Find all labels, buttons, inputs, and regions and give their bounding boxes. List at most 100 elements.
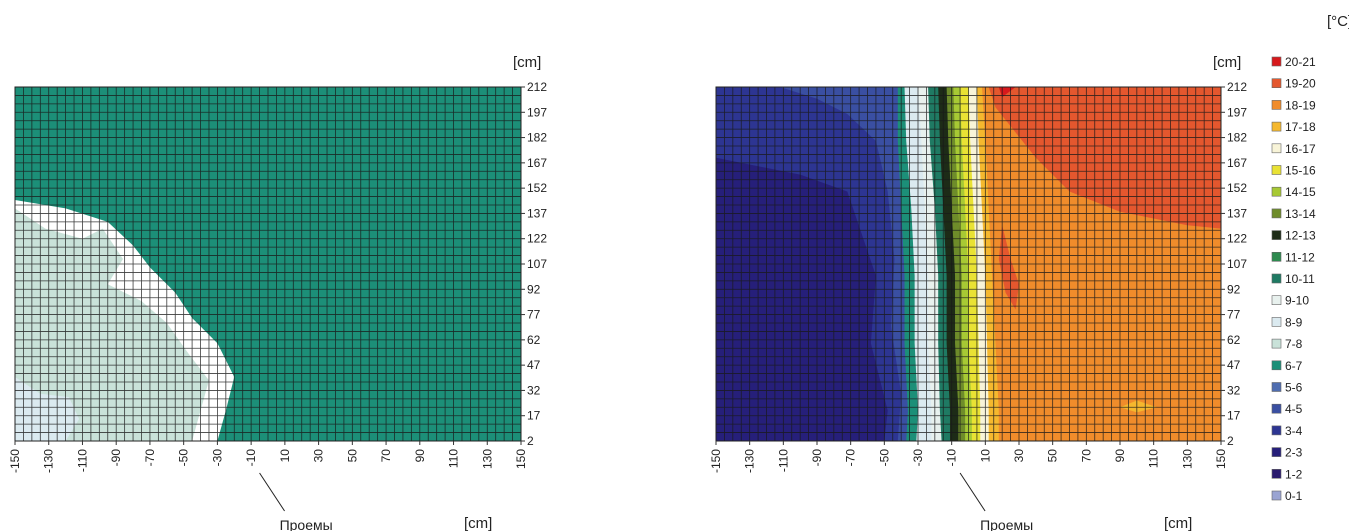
- y-tick-label: 47: [527, 358, 541, 372]
- y-tick-label: 197: [527, 105, 547, 119]
- legend-label: 0-1: [1285, 489, 1303, 503]
- x-tick-label: -130: [743, 449, 757, 473]
- y-tick-label: 137: [527, 206, 547, 220]
- legend-item: 20-21: [1271, 55, 1316, 69]
- y-tick-label: 212: [1227, 80, 1247, 94]
- legend-swatch: [1271, 230, 1282, 240]
- legend-label: 4-5: [1285, 402, 1303, 416]
- y-tick-label: 77: [527, 308, 541, 322]
- annotation-pointer: [959, 472, 986, 512]
- legend-swatch: [1271, 403, 1282, 414]
- contour-band: [1120, 400, 1158, 413]
- y-tick-label: 17: [527, 409, 541, 423]
- y-tick-label: 32: [1227, 383, 1241, 397]
- contour-band: [998, 87, 1016, 98]
- y-tick-label: 2: [1227, 434, 1234, 448]
- x-tick-label: -50: [177, 449, 191, 467]
- legend-swatch: [1271, 295, 1282, 306]
- x-tick-label: -90: [810, 449, 824, 467]
- legend-swatch: [1271, 186, 1282, 197]
- x-tick-label: 130: [1180, 449, 1194, 469]
- legend-item: 11-12: [1271, 250, 1315, 264]
- y-tick-label: 167: [1227, 156, 1247, 170]
- legend-swatch: [1271, 143, 1282, 154]
- legend-swatch: [1271, 490, 1282, 501]
- x-tick-label: -130: [42, 449, 56, 473]
- y-tick-label: 152: [1227, 181, 1247, 195]
- legend-swatch: [1271, 100, 1282, 110]
- x-tick-label: -10: [244, 449, 258, 467]
- legend-label: 16-17: [1285, 142, 1316, 156]
- legend-swatch: [1271, 78, 1282, 88]
- legend-item: 2-3: [1271, 446, 1303, 460]
- legend-item: 17-18: [1271, 120, 1316, 134]
- legend-swatch: [1271, 252, 1282, 262]
- y-tick-label: 62: [527, 333, 541, 347]
- annotation-label: Проемы: [980, 517, 1033, 531]
- legend-item: 13-14: [1271, 207, 1316, 221]
- y-tick-label: 152: [527, 181, 547, 195]
- legend-label: 17-18: [1285, 120, 1316, 134]
- legend-swatch: [1271, 56, 1282, 67]
- y-tick-label: 182: [527, 131, 547, 145]
- x-tick-label: 50: [345, 449, 359, 463]
- contour-band: [998, 225, 1019, 310]
- legend-swatch: [1271, 338, 1282, 349]
- measurement-grid: [716, 87, 1221, 441]
- x-tick-label: 90: [1113, 449, 1127, 463]
- x-unit-label: [cm]: [1164, 515, 1192, 531]
- legend-item: 1-2: [1271, 467, 1303, 481]
- y-tick-label: 77: [1227, 308, 1241, 322]
- legend-label: 10-11: [1285, 272, 1315, 286]
- heatmap-panel-left: 212 197 182 167 152 137 122 107 92 77 62 47 32 17 2 -15…: [8, 54, 547, 531]
- x-tick-label: 10: [278, 449, 292, 463]
- legend-item: 16-17: [1271, 142, 1316, 156]
- contour-band: [15, 376, 80, 441]
- legend-swatch: [1271, 165, 1282, 175]
- x-tick-label: 90: [413, 449, 427, 463]
- legend-label: 11-12: [1285, 250, 1315, 264]
- legend-item: 4-5: [1271, 402, 1303, 416]
- x-tick-label: 50: [1046, 449, 1060, 463]
- legend-label: 12-13: [1285, 229, 1316, 243]
- x-tick-label: 150: [1214, 449, 1228, 469]
- x-tick-label: 150: [514, 449, 528, 469]
- y-tick-label: 2: [527, 434, 534, 448]
- x-tick-label: -110: [776, 449, 790, 472]
- legend-label: 1-2: [1285, 467, 1303, 481]
- x-tick-label: -10: [945, 449, 959, 467]
- legend-label: 19-20: [1285, 77, 1316, 91]
- legend-item: 5-6: [1271, 381, 1303, 395]
- legend-label: 7-8: [1285, 337, 1303, 351]
- legend-item: 14-15: [1271, 185, 1316, 199]
- legend-swatch: [1271, 447, 1282, 457]
- legend-label: 5-6: [1285, 381, 1303, 395]
- y-tick-label: 107: [527, 257, 547, 271]
- legend-label: 15-16: [1285, 164, 1316, 178]
- legend-label: 9-10: [1285, 294, 1309, 308]
- legend-swatch: [1271, 273, 1282, 284]
- x-tick-label: -30: [210, 449, 224, 467]
- x-unit-label: [cm]: [464, 515, 492, 531]
- y-unit-label: [cm]: [513, 54, 541, 71]
- y-tick-label: 92: [527, 282, 541, 296]
- legend-label: 3-4: [1285, 424, 1303, 438]
- legend-swatch: [1271, 425, 1282, 436]
- y-tick-label: 182: [1227, 131, 1247, 145]
- contour-band: [15, 208, 209, 441]
- y-tick-label: 47: [1227, 358, 1241, 372]
- legend-label: 6-7: [1285, 359, 1303, 373]
- legend-label: 18-19: [1285, 98, 1316, 112]
- x-tick-label: -50: [877, 449, 891, 467]
- legend-swatch: [1271, 121, 1282, 132]
- legend-item: 18-19: [1271, 98, 1316, 112]
- legend-label: 20-21: [1285, 55, 1316, 69]
- x-tick-label: 70: [379, 449, 393, 463]
- x-tick-label: 110: [1147, 449, 1161, 468]
- y-tick-label: 137: [1227, 206, 1247, 220]
- x-tick-label: -110: [75, 449, 89, 472]
- x-tick-label: 70: [1079, 449, 1093, 463]
- x-tick-label: -30: [911, 449, 925, 467]
- annotation-label: Проемы: [280, 517, 333, 531]
